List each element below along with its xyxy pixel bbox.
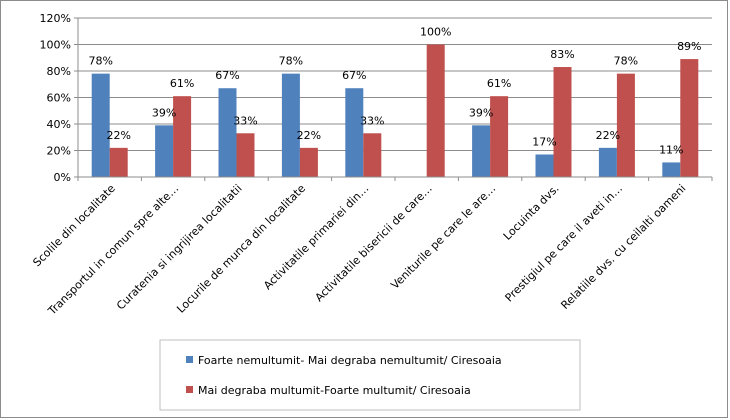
data-labels: 78% 22% 39% 61% 67% 33% 78% 22% 67% 33% 100% 39% 61%…: [88, 26, 701, 157]
bar-series-2: [426, 44, 445, 177]
bar-series-2: [680, 59, 699, 178]
data-label-series-1: 22%: [596, 129, 620, 142]
x-category-label: Prestigiul pe care il aveti in…: [503, 182, 626, 305]
x-category-label: Locuinta dvs.: [501, 182, 562, 243]
data-label-series-2: 22%: [106, 129, 130, 142]
bar-series-2: [236, 133, 255, 177]
y-tick-label: 120%: [40, 12, 71, 25]
data-label-series-1: 78%: [279, 55, 303, 68]
data-label-series-1: 39%: [152, 106, 176, 119]
data-label-series-1: 67%: [342, 69, 366, 82]
data-label-series-2: 22%: [297, 129, 321, 142]
bar-series-2: [109, 147, 128, 177]
bar-series-2: [490, 96, 509, 177]
bar-series-2: [553, 67, 572, 177]
x-category-label: Activitatile bisericii de care…: [313, 182, 435, 304]
y-tick-label: 0%: [54, 171, 71, 184]
bar-series-1: [218, 88, 237, 177]
y-tick-label: 100%: [40, 39, 71, 52]
legend-swatch-series-2: [186, 386, 193, 393]
data-label-series-2: 78%: [614, 55, 638, 68]
bar-series-1: [155, 125, 174, 177]
legend-label-series-1: Foarte nemultumit- Mai degraba nemultumi…: [198, 354, 502, 367]
x-category-label: Activitatile primariei din…: [261, 182, 371, 292]
data-label-series-1: 17%: [532, 135, 556, 148]
legend-label-series-2: Mai degraba multumit-Foarte multumit/ Ci…: [198, 384, 471, 397]
data-label-series-2: 33%: [360, 114, 384, 127]
legend-swatch-series-1: [186, 356, 193, 363]
y-tick-label: 60%: [47, 92, 71, 105]
bar-series-1: [535, 154, 554, 177]
x-category-label: Locurile de munca din localitate: [174, 182, 308, 316]
bar-series-1: [598, 147, 617, 177]
y-tick-label: 40%: [47, 118, 71, 131]
bar-series-1: [281, 73, 300, 177]
data-label-series-2: 89%: [677, 40, 701, 53]
data-label-series-2: 33%: [233, 114, 257, 127]
data-label-series-1: 39%: [469, 106, 493, 119]
bar-series-1: [345, 88, 364, 177]
x-category-label: Veniturile pe care le are…: [388, 182, 498, 292]
legend-box: [159, 339, 581, 411]
bar-series-1: [662, 162, 681, 177]
data-label-series-1: 11%: [659, 143, 683, 156]
x-category-label: Relatiile dvs. cu ceilalti oameni: [558, 182, 688, 312]
bar-series-1: [91, 73, 110, 177]
y-tick-label: 20%: [47, 145, 71, 158]
data-label-series-2: 61%: [487, 77, 511, 90]
x-category-label: Transportul in comun spre alte…: [45, 182, 181, 318]
bar-series-2: [363, 133, 382, 177]
data-label-series-1: 67%: [215, 69, 239, 82]
bar-series-2: [173, 96, 192, 177]
bar-series-1: [472, 125, 491, 177]
bar-series-2: [299, 147, 318, 177]
data-label-series-2: 100%: [420, 26, 451, 39]
data-label-series-2: 83%: [550, 48, 574, 61]
bars: [91, 44, 699, 178]
legend: Foarte nemultumit- Mai degraba nemultumi…: [159, 339, 581, 411]
data-label-series-2: 61%: [170, 77, 194, 90]
x-category-label: Curatenia si ingrijirea localitatii: [114, 182, 245, 313]
bar-series-2: [616, 73, 635, 177]
y-axis: 0% 20% 40% 60% 80% 100% 120%: [40, 12, 79, 184]
y-tick-label: 80%: [47, 65, 71, 78]
data-label-series-1: 78%: [88, 55, 112, 68]
